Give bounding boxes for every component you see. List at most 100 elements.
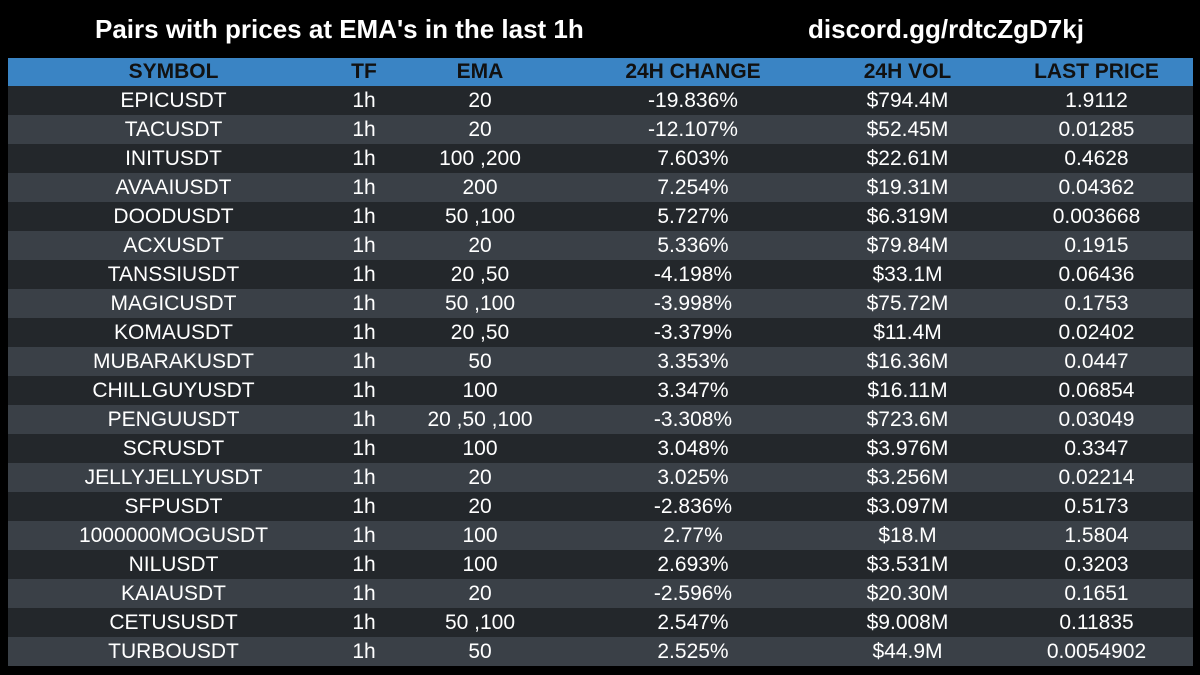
table-row: TACUSDT 1h 20 -12.107% $52.45M 0.01285 xyxy=(8,115,1193,144)
cell-ema: 20 xyxy=(468,117,492,141)
cell-symbol: 1000000MOGUSDT xyxy=(78,523,269,547)
cell-ema: 20 xyxy=(468,233,492,257)
cell-tf: 1h xyxy=(352,494,376,518)
cell-tf: 1h xyxy=(352,349,376,373)
cell-symbol: SCRUSDT xyxy=(122,436,225,460)
cell-tf: 1h xyxy=(352,88,376,112)
cell-ema: 20 xyxy=(468,88,492,112)
table-row: DOODUSDT 1h 50 ,100 5.727% $6.319M 0.003668 xyxy=(8,202,1193,231)
table-row: INITUSDT 1h 100 ,200 7.603% $22.61M 0.4628 xyxy=(8,144,1193,173)
cell-tf: 1h xyxy=(352,117,376,141)
cell-symbol: DOODUSDT xyxy=(113,204,234,228)
cell-last-price: 0.3203 xyxy=(1064,552,1129,576)
cell-24h-change: 7.603% xyxy=(657,146,729,170)
cell-ema: 100 xyxy=(462,436,498,460)
cell-symbol: KOMAUSDT xyxy=(113,320,233,344)
cell-24h-vol: $52.45M xyxy=(866,117,949,141)
cell-last-price: 0.06436 xyxy=(1058,262,1135,286)
cell-symbol: INITUSDT xyxy=(125,146,222,170)
cell-24h-change: 2.693% xyxy=(657,552,729,576)
cell-tf: 1h xyxy=(352,146,376,170)
cell-symbol: CHILLGUYUSDT xyxy=(92,378,255,402)
cell-24h-vol: $79.84M xyxy=(866,233,949,257)
column-header-ema: EMA xyxy=(456,60,504,83)
cell-symbol: TACUSDT xyxy=(124,117,223,141)
cell-symbol: JELLYJELLYUSDT xyxy=(84,465,263,489)
table-row: TURBOUSDT 1h 50 2.525% $44.9M 0.0054902 xyxy=(8,637,1193,666)
cell-24h-vol: $33.1M xyxy=(872,262,943,286)
cell-24h-vol: $3.097M xyxy=(866,494,949,518)
cell-tf: 1h xyxy=(352,291,376,315)
cell-last-price: 0.0447 xyxy=(1064,349,1129,373)
cell-symbol: SFPUSDT xyxy=(124,494,223,518)
cell-last-price: 0.0054902 xyxy=(1046,639,1147,663)
cell-symbol: AVAAIUSDT xyxy=(115,175,232,199)
cell-ema: 20 ,50 xyxy=(450,262,510,286)
table-row: NILUSDT 1h 100 2.693% $3.531M 0.3203 xyxy=(8,550,1193,579)
cell-tf: 1h xyxy=(352,204,376,228)
cell-24h-vol: $22.61M xyxy=(866,146,949,170)
cell-ema: 20 xyxy=(468,465,492,489)
cell-ema: 20 xyxy=(468,581,492,605)
cell-tf: 1h xyxy=(352,233,376,257)
table-row: ACXUSDT 1h 20 5.336% $79.84M 0.1915 xyxy=(8,231,1193,260)
cell-ema: 20 xyxy=(468,494,492,518)
cell-24h-vol: $723.6M xyxy=(866,407,949,431)
cell-24h-change: 3.048% xyxy=(657,436,729,460)
cell-24h-change: -4.198% xyxy=(653,262,733,286)
cell-tf: 1h xyxy=(352,639,376,663)
cell-symbol: KAIAUSDT xyxy=(120,581,227,605)
cell-24h-change: -3.998% xyxy=(653,291,733,315)
cell-ema: 100 ,200 xyxy=(439,146,521,170)
cell-ema: 50 ,100 xyxy=(444,610,516,634)
table-row: JELLYJELLYUSDT 1h 20 3.025% $3.256M 0.02214 xyxy=(8,463,1193,492)
cell-last-price: 0.1915 xyxy=(1064,233,1129,257)
cell-24h-vol: $794.4M xyxy=(866,88,949,112)
cell-24h-vol: $19.31M xyxy=(866,175,949,199)
cell-ema: 50 xyxy=(468,639,492,663)
cell-last-price: 0.1651 xyxy=(1064,581,1129,605)
discord-link[interactable]: discord.gg/rdtcZgD7kj xyxy=(808,14,1084,44)
cell-tf: 1h xyxy=(352,407,376,431)
cell-last-price: 0.3347 xyxy=(1064,436,1129,460)
cell-last-price: 0.5173 xyxy=(1064,494,1129,518)
cell-24h-change: -2.596% xyxy=(653,581,733,605)
table-row: SCRUSDT 1h 100 3.048% $3.976M 0.3347 xyxy=(8,434,1193,463)
cell-tf: 1h xyxy=(352,436,376,460)
table-row: 1000000MOGUSDT 1h 100 2.77% $18.M 1.5804 xyxy=(8,521,1193,550)
cell-24h-change: 3.353% xyxy=(657,349,729,373)
cell-tf: 1h xyxy=(352,465,376,489)
cell-tf: 1h xyxy=(352,175,376,199)
cell-last-price: 0.01285 xyxy=(1058,117,1135,141)
column-header-tf: TF xyxy=(351,60,377,83)
cell-ema: 20 ,50 ,100 xyxy=(427,407,533,431)
cell-24h-change: -19.836% xyxy=(648,88,738,112)
cell-ema: 200 xyxy=(462,175,498,199)
cell-tf: 1h xyxy=(352,262,376,286)
cell-24h-change: -3.379% xyxy=(653,320,733,344)
cell-last-price: 0.1753 xyxy=(1064,291,1129,315)
cell-last-price: 0.06854 xyxy=(1058,378,1135,402)
cell-24h-change: -12.107% xyxy=(648,117,738,141)
cell-last-price: 0.03049 xyxy=(1058,407,1135,431)
cell-tf: 1h xyxy=(352,523,376,547)
table-body: EPICUSDT 1h 20 -19.836% $794.4M 1.9112 TACUSDT… xyxy=(8,86,1193,666)
cell-24h-change: -3.308% xyxy=(653,407,733,431)
table-row: EPICUSDT 1h 20 -19.836% $794.4M 1.9112 xyxy=(8,86,1193,115)
cell-ema: 50 xyxy=(468,349,492,373)
cell-ema: 100 xyxy=(462,523,498,547)
cell-last-price: 0.11835 xyxy=(1059,610,1134,634)
column-header-24h-change: 24H CHANGE xyxy=(625,60,761,83)
cell-symbol: TANSSIUSDT xyxy=(107,262,240,286)
cell-symbol: NILUSDT xyxy=(128,552,219,576)
cell-symbol: CETUSUSDT xyxy=(109,610,238,634)
cell-24h-vol: $18.M xyxy=(878,523,937,547)
cell-24h-change: 5.727% xyxy=(657,204,729,228)
table-row: SFPUSDT 1h 20 -2.836% $3.097M 0.5173 xyxy=(8,492,1193,521)
cell-24h-change: 5.336% xyxy=(657,233,729,257)
table-row: AVAAIUSDT 1h 200 7.254% $19.31M 0.04362 xyxy=(8,173,1193,202)
table-row: MUBARAKUSDT 1h 50 3.353% $16.36M 0.0447 xyxy=(8,347,1193,376)
ema-pairs-table: SYMBOL TF EMA 24H CHANGE 24H VOL LAST PR… xyxy=(8,58,1193,666)
cell-24h-change: 2.525% xyxy=(657,639,729,663)
cell-24h-vol: $3.531M xyxy=(866,552,949,576)
